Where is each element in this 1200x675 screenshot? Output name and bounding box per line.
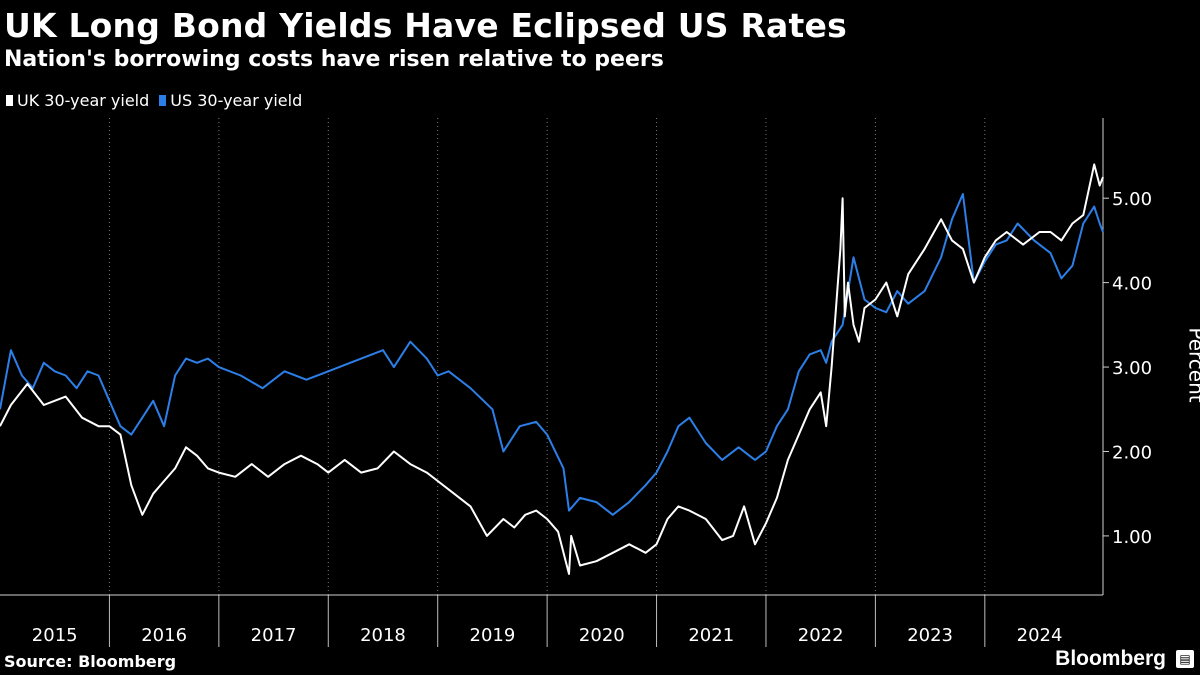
series-line-uk bbox=[0, 163, 1104, 575]
chart-title: UK Long Bond Yields Have Eclipsed US Rat… bbox=[4, 6, 847, 45]
x-tick-label: 2020 bbox=[579, 625, 625, 646]
y-tick-label: 2.00 bbox=[1112, 442, 1152, 463]
y-tick-label: 3.00 bbox=[1112, 358, 1152, 379]
x-tick-label: 2016 bbox=[141, 625, 187, 646]
chart-icon: ▤ bbox=[1176, 650, 1194, 668]
series-line-us bbox=[0, 193, 1104, 516]
y-tick-label: 4.00 bbox=[1112, 274, 1152, 295]
y-tick-label: 1.00 bbox=[1112, 527, 1152, 548]
brand-logo: Bloomberg bbox=[1055, 647, 1166, 670]
x-tick-label: 2019 bbox=[470, 625, 516, 646]
x-tick-label: 2018 bbox=[360, 625, 406, 646]
x-tick-label: 2021 bbox=[688, 625, 734, 646]
y-tick-label: 5.00 bbox=[1112, 189, 1152, 210]
legend-swatch-uk bbox=[6, 95, 13, 106]
legend-item-us: US 30-year yield bbox=[159, 91, 302, 110]
x-tick-label: 2024 bbox=[1017, 625, 1063, 646]
source-note: Source: Bloomberg bbox=[4, 652, 177, 671]
legend-item-uk: UK 30-year yield bbox=[6, 91, 149, 110]
chart-subtitle: Nation's borrowing costs have risen rela… bbox=[4, 47, 664, 72]
x-tick-label: 2022 bbox=[798, 625, 844, 646]
x-tick-label: 2017 bbox=[251, 625, 297, 646]
x-tick-label: 2023 bbox=[907, 625, 953, 646]
x-tick-label: 2015 bbox=[32, 625, 78, 646]
legend-label-uk: UK 30-year yield bbox=[17, 91, 150, 110]
legend-label-us: US 30-year yield bbox=[170, 91, 303, 110]
legend: UK 30-year yield US 30-year yield bbox=[6, 91, 302, 110]
legend-swatch-us bbox=[159, 95, 167, 106]
y-axis-label: Percent bbox=[1184, 327, 1200, 403]
